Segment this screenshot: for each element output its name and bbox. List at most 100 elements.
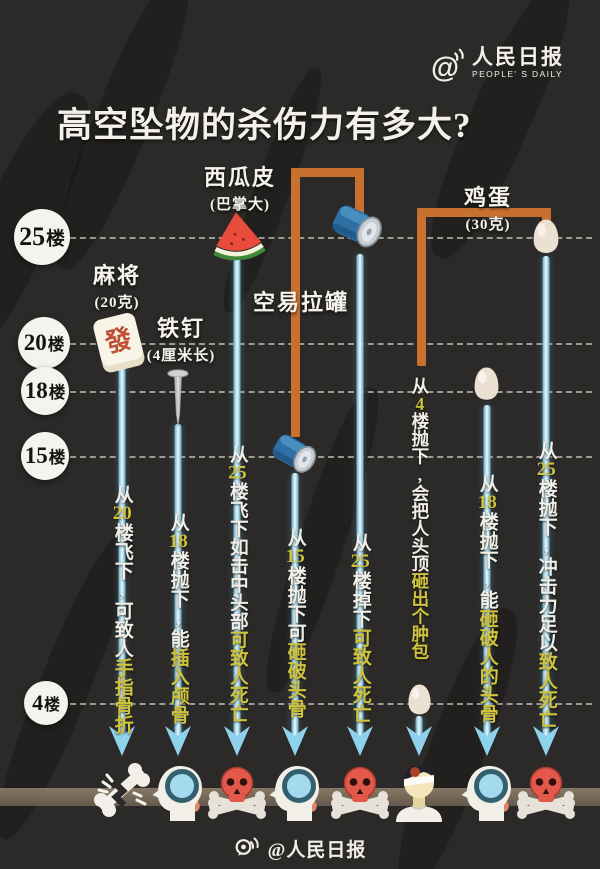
column-text-segment: 可致人死亡	[349, 628, 371, 723]
floor-line	[70, 456, 592, 458]
column-text-segment: 楼抛下,	[535, 479, 557, 557]
column-text-segment: 冲击力足以	[535, 557, 557, 652]
floor-badge: 18 楼	[21, 367, 69, 415]
column-text-segment: 从	[284, 528, 306, 547]
floor-unit: 楼	[46, 228, 65, 250]
column-text-segment: 可致人	[111, 601, 133, 658]
floor-line	[70, 391, 592, 393]
floor-line	[70, 237, 592, 239]
fall-line	[356, 254, 364, 740]
column-text-segment: 楼飞下,	[111, 523, 133, 601]
column-text-segment: 致人死亡	[535, 652, 557, 728]
bracket-right-leg	[355, 168, 364, 214]
object-label: 空易拉罐	[253, 285, 349, 317]
floor-unit: 楼	[48, 383, 66, 402]
can-icon	[324, 195, 392, 260]
nail-icon	[167, 368, 189, 427]
floor-number: 20	[23, 330, 47, 355]
column-text-segment: 插入颅骨	[167, 648, 189, 724]
at-weibo-icon: @	[431, 46, 467, 91]
object-label-detail: (巴掌大)	[209, 197, 270, 213]
page-title: 高空坠物的杀伤力有多大?	[57, 106, 472, 145]
death-skull-icon	[517, 763, 575, 821]
column-text-segment: 15	[285, 547, 305, 566]
column-text-segment: 能	[167, 629, 189, 648]
object-label-detail: (30克)	[465, 217, 511, 233]
bracket-left-leg	[291, 168, 300, 437]
bracket-right-leg	[542, 208, 551, 228]
object-label: 鸡蛋 (30克)	[464, 180, 512, 234]
mahjong-tile-icon: 發	[90, 309, 149, 376]
death-skull-icon	[331, 763, 389, 821]
floor-number: 25	[19, 222, 46, 251]
object-label: 西瓜皮 (巴掌大)	[204, 160, 276, 214]
column-text-segment: 18	[477, 493, 497, 512]
fall-line	[233, 258, 241, 740]
footer-handle: @人民日报	[267, 839, 367, 861]
fall-line	[291, 473, 299, 740]
fall-line	[174, 424, 182, 740]
column-text-segment: 楼抛下,	[409, 412, 430, 485]
skull-crack-icon	[149, 764, 207, 822]
object-label-name: 空易拉罐	[252, 290, 350, 315]
column-text-segment: 25	[536, 460, 556, 479]
object-label-name: 鸡蛋	[463, 185, 513, 210]
weibo-icon	[234, 833, 260, 863]
object-label-name: 铁钉	[156, 316, 205, 341]
logo-subtitle: PEOPLE' S DAILY	[472, 69, 563, 80]
column-text-segment: 砸破人的头骨	[476, 609, 498, 723]
object-label-detail: (20克)	[94, 295, 140, 311]
bracket-top	[291, 168, 364, 177]
floor-unit: 楼	[44, 696, 60, 714]
column-text-segment: 楼飞下如击中头部	[227, 482, 248, 630]
column-text-segment: 从	[167, 513, 189, 532]
floor-unit: 楼	[48, 448, 66, 467]
bump-head-icon	[390, 762, 448, 822]
bracket-top	[417, 208, 551, 217]
egg-icon	[532, 218, 560, 255]
column-text-segment: 可致人死亡	[227, 630, 248, 723]
column-text-segment: 4	[415, 394, 425, 413]
column-text-segment: 砸出个肿包	[409, 572, 430, 660]
object-label: 铁钉 (4厘米长)	[147, 311, 216, 365]
column-text: 从20楼飞下,可致人手指骨折	[111, 485, 133, 734]
column-text-segment: 砸破头骨	[284, 642, 306, 718]
column-text-segment: 手指骨折	[111, 658, 133, 734]
object-label: 麻将 (20克)	[93, 258, 141, 312]
bg-streak	[251, 380, 394, 700]
floor-line	[70, 703, 592, 705]
column-text-segment: 从	[227, 445, 248, 464]
fall-line	[483, 405, 491, 740]
column-text-segment: 楼掉下	[349, 571, 371, 628]
column-text-segment: 20	[112, 504, 132, 523]
column-text-segment: 25	[228, 463, 247, 483]
column-text-segment: 会把人头顶	[409, 484, 430, 573]
fall-line	[118, 366, 126, 740]
column-text: 从18楼抛下,能砸破人的头骨	[476, 474, 498, 723]
column-text-segment: 从	[535, 441, 557, 460]
egg-icon	[473, 366, 500, 401]
column-text-segment: 楼抛下可	[284, 566, 306, 642]
floor-badge: 25 楼	[14, 209, 70, 265]
broken-bone-icon	[91, 760, 153, 818]
floor-badge: 20 楼	[18, 317, 70, 369]
egg-icon	[407, 683, 432, 716]
skull-crack-icon	[458, 764, 516, 822]
fall-line	[542, 256, 550, 740]
column-text-segment: 18	[168, 532, 188, 551]
column-text: 从25楼飞下如击中头部可致人死亡	[227, 445, 248, 723]
peoples-daily-logo: @ 人民日报 PEOPLE' S DAILY	[431, 46, 564, 91]
column-text-segment: 从	[111, 485, 133, 504]
fall-line	[415, 716, 423, 740]
column-text-segment: 从	[349, 533, 371, 552]
logo-name: 人民日报	[472, 45, 564, 69]
bracket-left-leg	[417, 208, 426, 366]
column-text-segment: 能	[476, 590, 498, 609]
floor-number: 18	[24, 378, 48, 403]
floor-number: 4	[32, 690, 44, 715]
column-text: 从25楼掉下可致人死亡	[349, 533, 371, 723]
column-text-segment: 楼抛下,	[167, 551, 189, 629]
column-text-segment: 从	[409, 377, 430, 395]
